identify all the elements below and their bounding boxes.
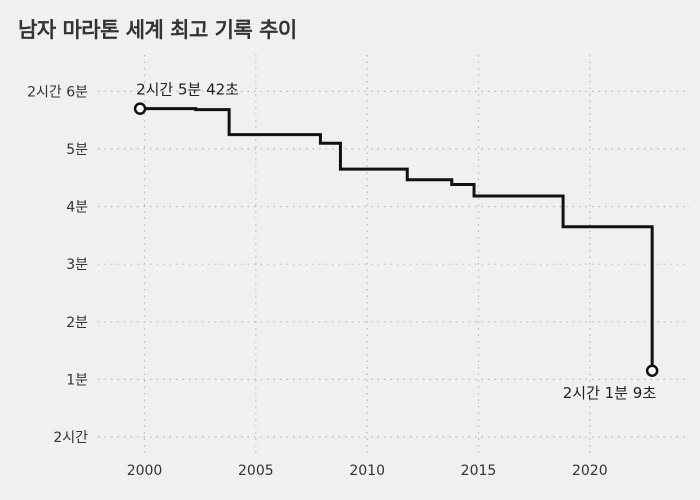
x-tick-label: 2020 — [572, 463, 608, 479]
y-tick-label: 2시간 — [53, 430, 88, 446]
series-line — [140, 107, 654, 371]
grid-lines — [98, 55, 690, 455]
y-tick-label: 5분 — [66, 142, 88, 158]
y-tick-label: 3분 — [66, 257, 88, 273]
y-tick-label: 2분 — [66, 315, 88, 331]
start-point-marker — [133, 102, 147, 115]
y-tick-label: 2시간 6분 — [27, 84, 88, 100]
y-tick-label: 4분 — [66, 200, 88, 216]
x-tick-label: 2000 — [127, 463, 163, 479]
chart-title: 남자 마라톤 세계 최고 기록 추이 — [18, 18, 297, 42]
x-tick-label: 2015 — [461, 463, 497, 479]
x-tick-label: 2005 — [238, 463, 274, 479]
y-tick-label: 1분 — [66, 372, 88, 388]
annotation-label: 2시간 5분 42초 — [136, 81, 239, 99]
annotations: 2시간 5분 42초 2시간 1분 9초 — [136, 81, 656, 402]
y-tick-labels: 2시간 1분 2분 3분 4분 5분 2시간 6분 — [27, 84, 88, 446]
end-point-marker — [645, 364, 659, 378]
x-tick-label: 2010 — [349, 463, 385, 479]
annotation-label: 2시간 1분 9초 — [563, 384, 657, 402]
series-group — [133, 102, 659, 378]
x-tick-labels: 2000 2005 2010 2015 2020 — [127, 463, 608, 479]
